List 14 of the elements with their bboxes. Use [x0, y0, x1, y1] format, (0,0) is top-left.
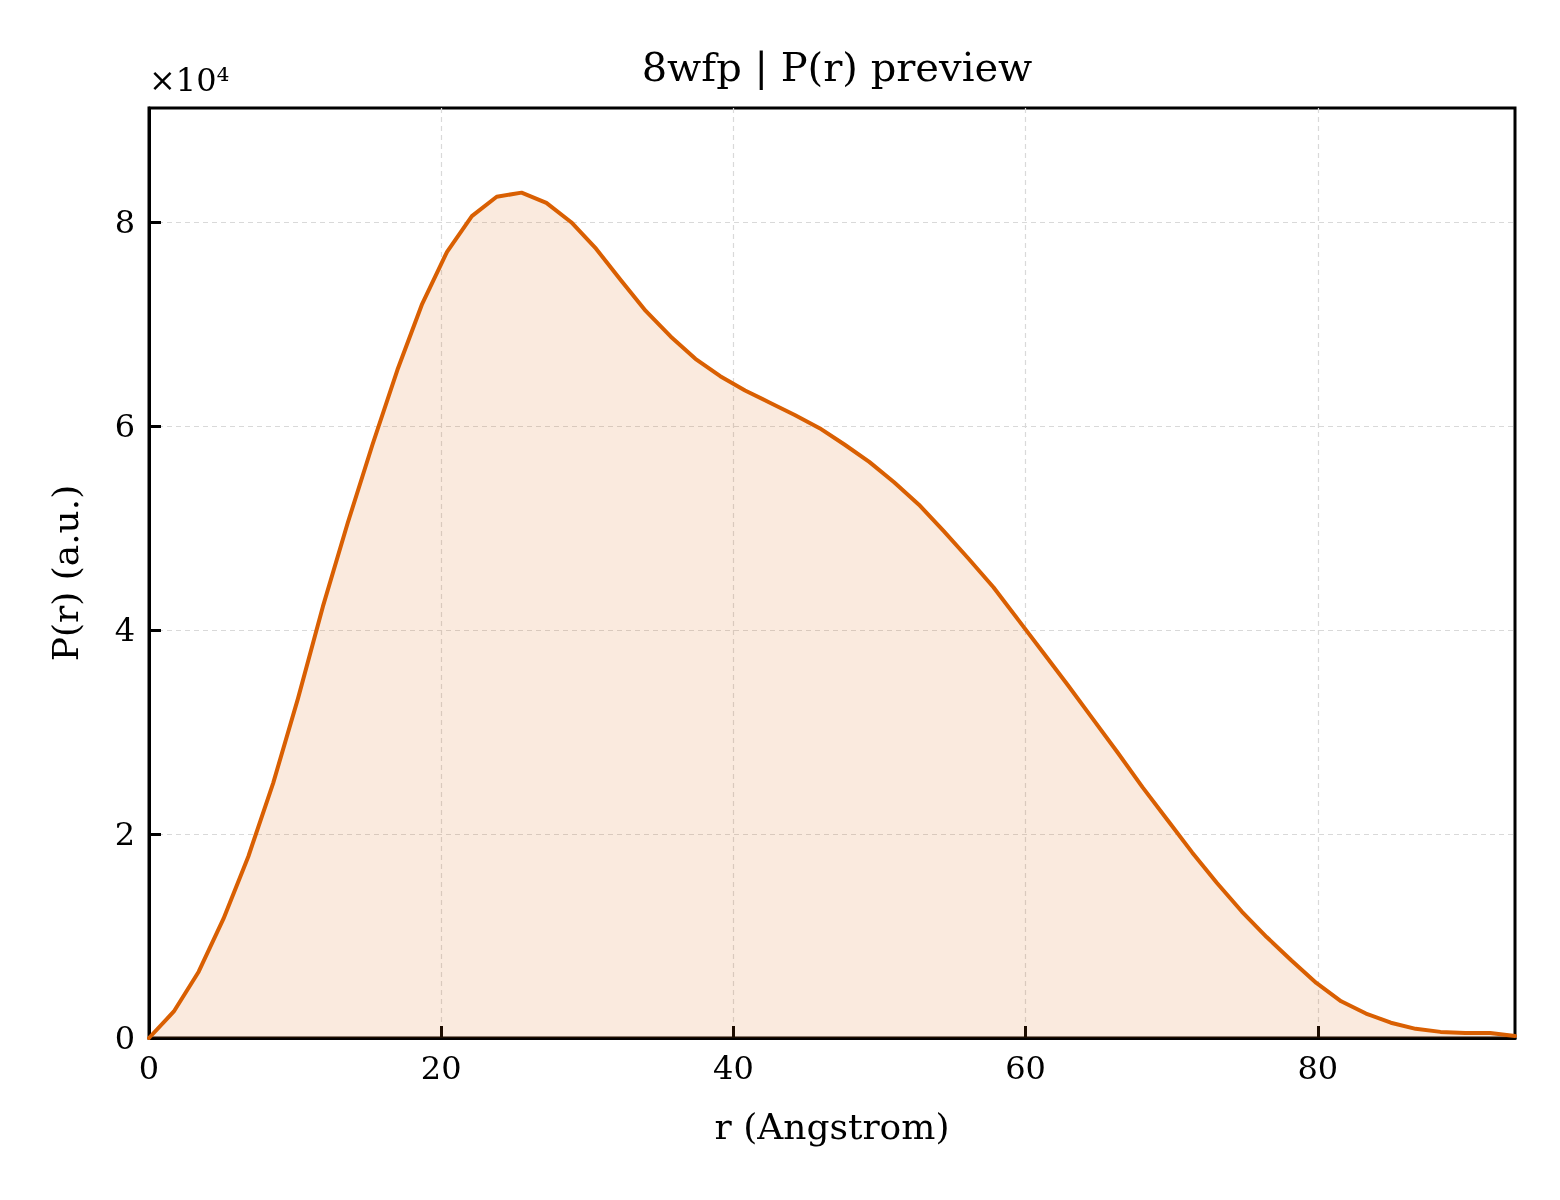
- y-tick-label: 0: [114, 1019, 135, 1057]
- text: ×10⁴: [149, 61, 230, 99]
- y-axis-title: P(r) (a.u.): [44, 484, 86, 662]
- x-tick-label: 60: [1005, 1049, 1046, 1087]
- y-tick-label: 4: [114, 611, 135, 650]
- y-tick-label: 2: [114, 815, 135, 854]
- chart-title: 8wfp | P(r) preview: [641, 44, 1033, 90]
- x-tick-label: 80: [1297, 1049, 1339, 1087]
- y-tick-label: 6: [114, 407, 135, 446]
- x-axis-title: r (Angstrom): [714, 1105, 950, 1147]
- y-tick-label: 8: [114, 203, 135, 242]
- x-tick-label: 40: [713, 1049, 754, 1087]
- x-tick-label: 20: [420, 1049, 462, 1087]
- x-tick-label: 0: [138, 1049, 160, 1087]
